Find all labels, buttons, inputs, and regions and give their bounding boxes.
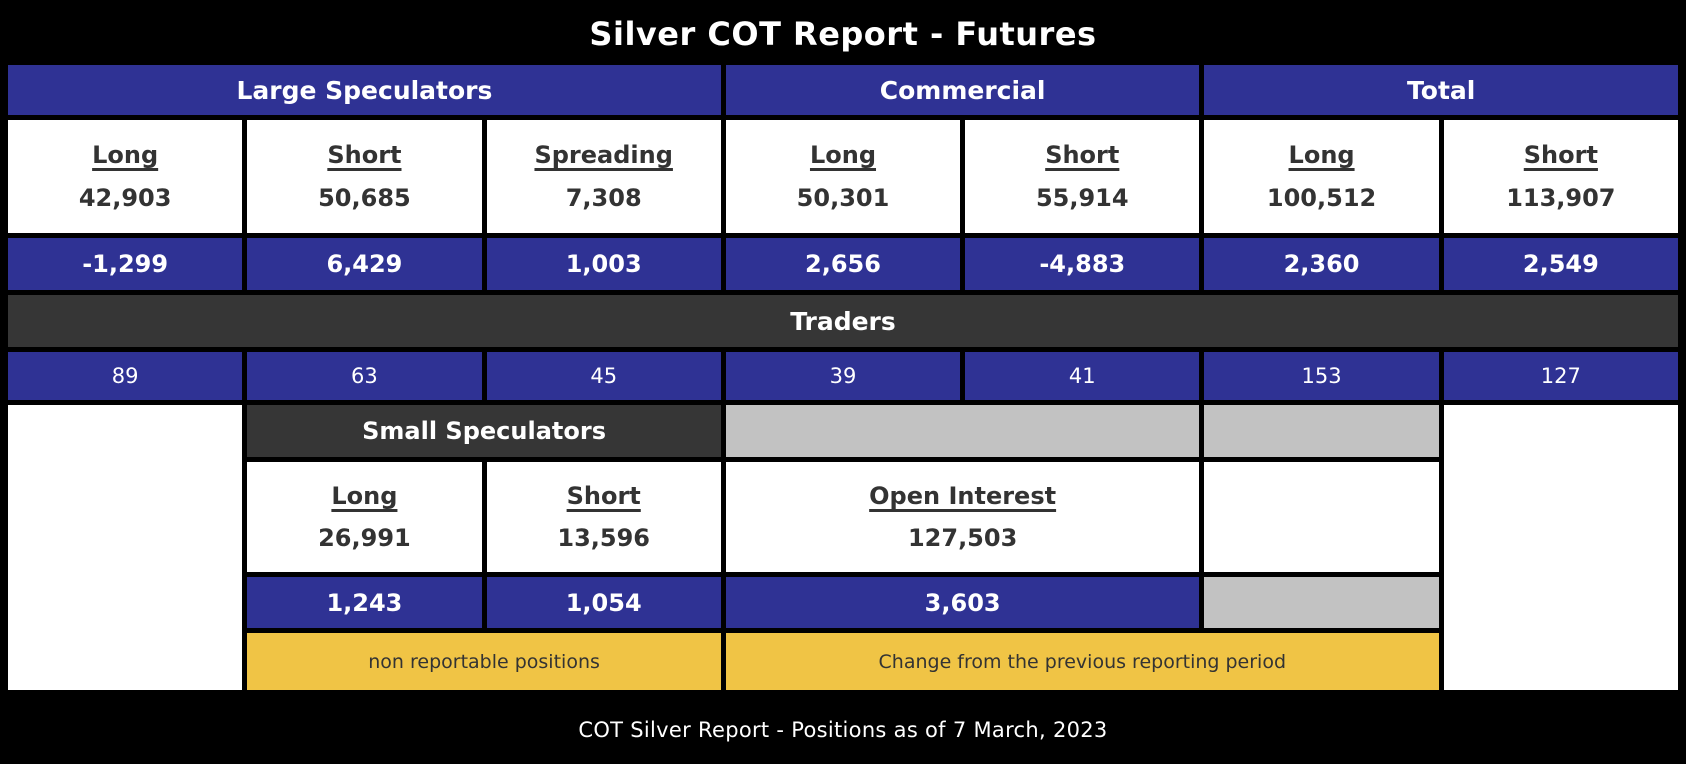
report-title: Silver COT Report - Futures	[589, 15, 1097, 53]
column-header: Long	[331, 482, 398, 510]
small-spec-position-cell: Short 13,596	[486, 462, 721, 572]
footer-bar: COT Silver Report - Positions as of 7 Ma…	[0, 695, 1686, 764]
footer-text: COT Silver Report - Positions as of 7 Ma…	[578, 717, 1108, 742]
column-header: Short	[566, 482, 641, 510]
position-cell: Short 113,907	[1443, 120, 1678, 233]
traders-count-cell: 127	[1443, 352, 1678, 400]
position-value: 50,301	[796, 184, 890, 212]
change-value: 2,360	[1283, 250, 1360, 278]
change-value: 2,656	[805, 250, 881, 278]
position-value: 42,903	[78, 184, 172, 212]
position-cell: Short 50,685	[247, 120, 482, 233]
group-header-label: Large Speculators	[236, 75, 493, 105]
small-spec-position-cell: Long 26,991	[247, 462, 482, 572]
group-header-label: Total	[1407, 75, 1476, 105]
legend-label: Change from the previous reporting perio…	[878, 650, 1287, 673]
gray-filler-cell	[1204, 577, 1439, 628]
legend-non-reportable: non reportable positions	[247, 633, 721, 690]
column-header: Open Interest	[869, 482, 1057, 510]
column-header: Spreading	[534, 141, 673, 169]
traders-label: Traders	[790, 306, 896, 336]
change-value: -4,883	[1039, 250, 1126, 278]
traders-count-cell: 153	[1204, 352, 1439, 400]
cot-report-table: Silver COT Report - Futures Large Specul…	[8, 8, 1678, 690]
change-value: 1,243	[326, 588, 403, 617]
column-header: Long	[92, 141, 159, 169]
change-cell: 1,243	[247, 577, 482, 628]
position-cell: Spreading 7,308	[486, 120, 721, 233]
change-cell: 2,656	[725, 238, 961, 290]
traders-count: 39	[829, 364, 857, 388]
group-header-large-speculators: Large Speculators	[8, 65, 721, 115]
column-header: Short	[327, 141, 402, 169]
traders-count: 63	[351, 364, 378, 388]
traders-row-header: Traders	[8, 295, 1678, 347]
traders-count-cell: 89	[8, 352, 243, 400]
position-cell: Long 42,903	[8, 120, 243, 233]
change-cell: -4,883	[965, 238, 1200, 290]
right-filler-panel	[1443, 405, 1678, 690]
left-filler-panel	[8, 405, 243, 690]
traders-count: 89	[111, 364, 139, 388]
column-header: Short	[1523, 141, 1598, 169]
position-cell: Long 100,512	[1204, 120, 1439, 233]
group-header-label: Commercial	[879, 75, 1046, 105]
group-header-commercial: Commercial	[725, 65, 1200, 115]
title-bar: Silver COT Report - Futures	[8, 8, 1678, 60]
open-interest-value: 127,503	[907, 524, 1018, 552]
traders-count: 153	[1301, 364, 1342, 388]
traders-count: 127	[1540, 364, 1581, 388]
legend-change-note: Change from the previous reporting perio…	[725, 633, 1439, 690]
position-value: 100,512	[1266, 184, 1377, 212]
legend-label: non reportable positions	[368, 650, 600, 673]
change-cell: 2,360	[1204, 238, 1439, 290]
change-value: 1,003	[565, 250, 642, 278]
traders-count: 45	[590, 364, 618, 388]
gray-filler-cell	[1204, 405, 1439, 457]
open-interest-cell: Open Interest 127,503	[725, 462, 1200, 572]
group-header-total: Total	[1204, 65, 1678, 115]
position-cell: Long 50,301	[725, 120, 961, 233]
position-value: 13,596	[557, 524, 651, 552]
small-speculators-label: Small Speculators	[362, 417, 606, 445]
small-speculators-header: Small Speculators	[247, 405, 721, 457]
gray-filler-cell	[725, 405, 1200, 457]
change-cell: 1,003	[486, 238, 721, 290]
traders-count-cell: 63	[247, 352, 482, 400]
traders-count-cell: 39	[725, 352, 961, 400]
change-value: 6,429	[326, 250, 403, 278]
change-value: 3,603	[924, 588, 1001, 617]
column-header: Short	[1045, 141, 1120, 169]
change-value: -1,299	[82, 250, 169, 278]
position-cell: Short 55,914	[965, 120, 1200, 233]
white-filler-cell	[1204, 462, 1439, 572]
traders-count-cell: 41	[965, 352, 1200, 400]
traders-count: 41	[1068, 364, 1096, 388]
change-cell: 1,054	[486, 577, 721, 628]
change-cell: 6,429	[247, 238, 482, 290]
column-header: Long	[1288, 141, 1355, 169]
position-value: 50,685	[318, 184, 411, 212]
change-cell: 2,549	[1443, 238, 1678, 290]
position-value: 113,907	[1506, 184, 1616, 212]
column-header: Long	[809, 141, 877, 169]
open-interest-change-cell: 3,603	[725, 577, 1200, 628]
change-value: 2,549	[1522, 250, 1599, 278]
change-cell: -1,299	[8, 238, 243, 290]
position-value: 26,991	[318, 524, 411, 552]
traders-count-cell: 45	[486, 352, 721, 400]
position-value: 55,914	[1035, 184, 1129, 212]
position-value: 7,308	[565, 184, 642, 212]
change-value: 1,054	[565, 588, 642, 617]
